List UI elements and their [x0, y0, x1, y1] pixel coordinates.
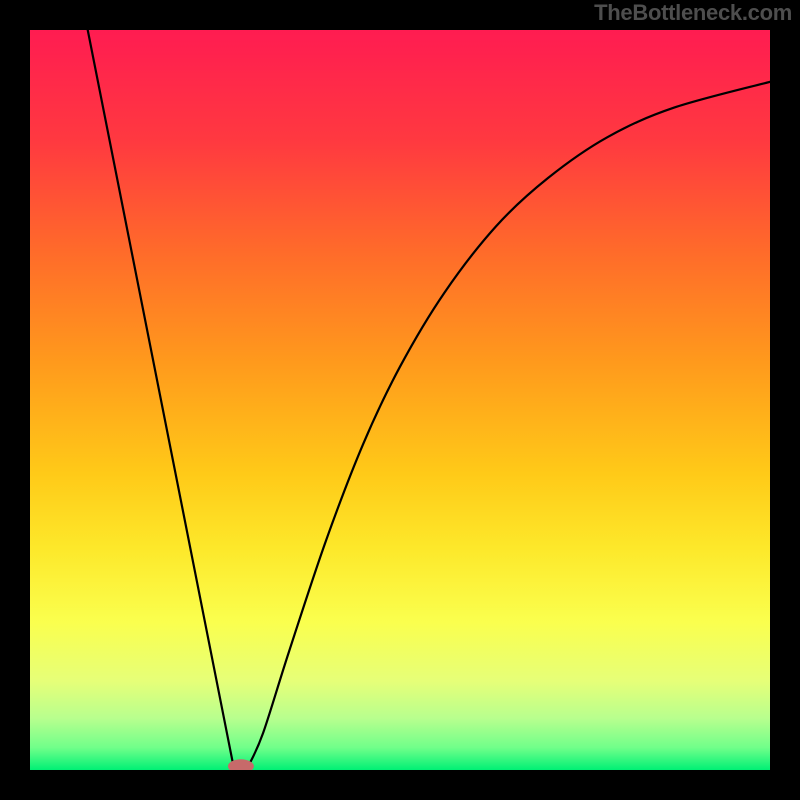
plot-background [30, 30, 770, 770]
watermark-text: TheBottleneck.com [594, 0, 792, 26]
bottleneck-chart [0, 0, 800, 800]
chart-container: TheBottleneck.com [0, 0, 800, 800]
optimal-marker [228, 759, 254, 773]
